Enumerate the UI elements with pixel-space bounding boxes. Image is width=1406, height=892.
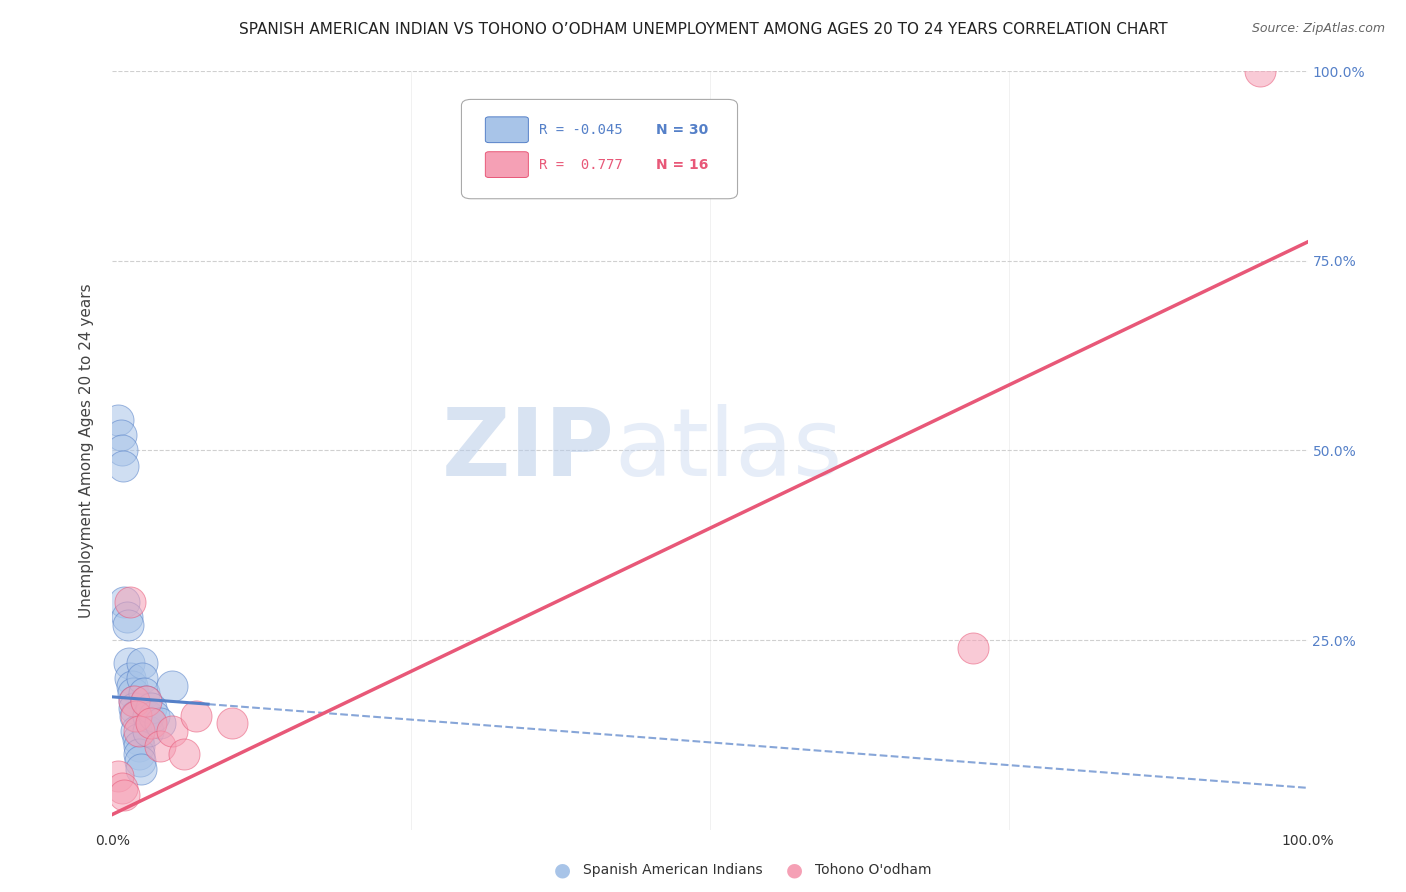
Point [107,769,129,784]
Point [125,708,148,723]
Point [186,708,208,723]
Text: N = 30: N = 30 [657,123,709,136]
Text: R =  0.777: R = 0.777 [538,158,623,171]
FancyBboxPatch shape [485,152,529,178]
Point [139,701,162,715]
Point [122,694,145,708]
Point [111,443,134,458]
Text: SPANISH AMERICAN INDIAN VS TOHONO O’ODHAM UNEMPLOYMENT AMONG AGES 20 TO 24 YEARS: SPANISH AMERICAN INDIAN VS TOHONO O’ODHA… [239,22,1167,37]
Point [112,458,135,473]
Point [120,595,142,609]
Text: atlas: atlas [614,404,842,497]
Point [122,701,145,715]
Point [173,747,195,761]
Text: ●: ● [554,860,571,880]
Point [162,724,183,739]
Point [121,686,143,700]
FancyBboxPatch shape [485,117,529,143]
Y-axis label: Unemployment Among Ages 20 to 24 years: Unemployment Among Ages 20 to 24 years [79,283,94,618]
Point [129,755,152,769]
Point [129,762,152,776]
Point [127,731,149,746]
Point [135,694,157,708]
Point [115,610,138,624]
Point [120,671,142,685]
Point [962,640,984,655]
Point [125,724,148,739]
Point [139,716,162,731]
Point [118,656,141,670]
Point [111,780,134,795]
Point [143,708,166,723]
Point [149,739,172,753]
Point [138,724,160,739]
Text: Tohono O'odham: Tohono O'odham [815,863,932,877]
Point [132,686,155,700]
Text: N = 16: N = 16 [657,158,709,171]
Point [138,708,160,723]
Point [124,708,146,723]
Point [122,694,145,708]
FancyBboxPatch shape [461,99,738,199]
Point [128,739,150,753]
Point [114,595,135,609]
Text: Spanish American Indians: Spanish American Indians [583,863,763,877]
Point [128,724,150,739]
Point [110,428,132,442]
Point [1249,64,1271,78]
Point [135,694,157,708]
Point [117,617,139,632]
Text: R = -0.045: R = -0.045 [538,123,623,136]
Point [221,716,243,731]
Point [131,671,153,685]
Point [131,656,153,670]
Text: Source: ZipAtlas.com: Source: ZipAtlas.com [1251,22,1385,36]
Point [162,678,183,692]
Text: ZIP: ZIP [441,404,614,497]
Point [107,413,129,427]
Point [121,678,143,692]
Point [149,716,172,731]
Point [128,747,150,761]
Text: ●: ● [786,860,803,880]
Point [114,789,135,803]
